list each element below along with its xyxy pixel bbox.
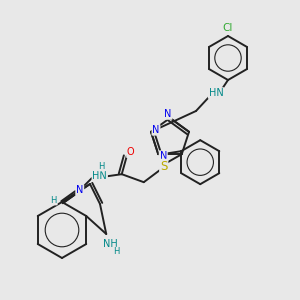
Text: H: H	[99, 162, 105, 171]
Text: H: H	[51, 196, 57, 205]
Text: N: N	[164, 109, 172, 119]
Text: N: N	[76, 185, 83, 195]
Text: HN: HN	[92, 171, 107, 181]
Text: N: N	[160, 151, 167, 161]
Text: H: H	[113, 248, 119, 256]
Text: HN: HN	[208, 88, 224, 98]
Text: NH: NH	[103, 239, 118, 249]
Text: S: S	[160, 160, 167, 173]
Text: O: O	[127, 147, 135, 157]
Text: Cl: Cl	[223, 23, 233, 33]
Text: N: N	[152, 125, 160, 135]
